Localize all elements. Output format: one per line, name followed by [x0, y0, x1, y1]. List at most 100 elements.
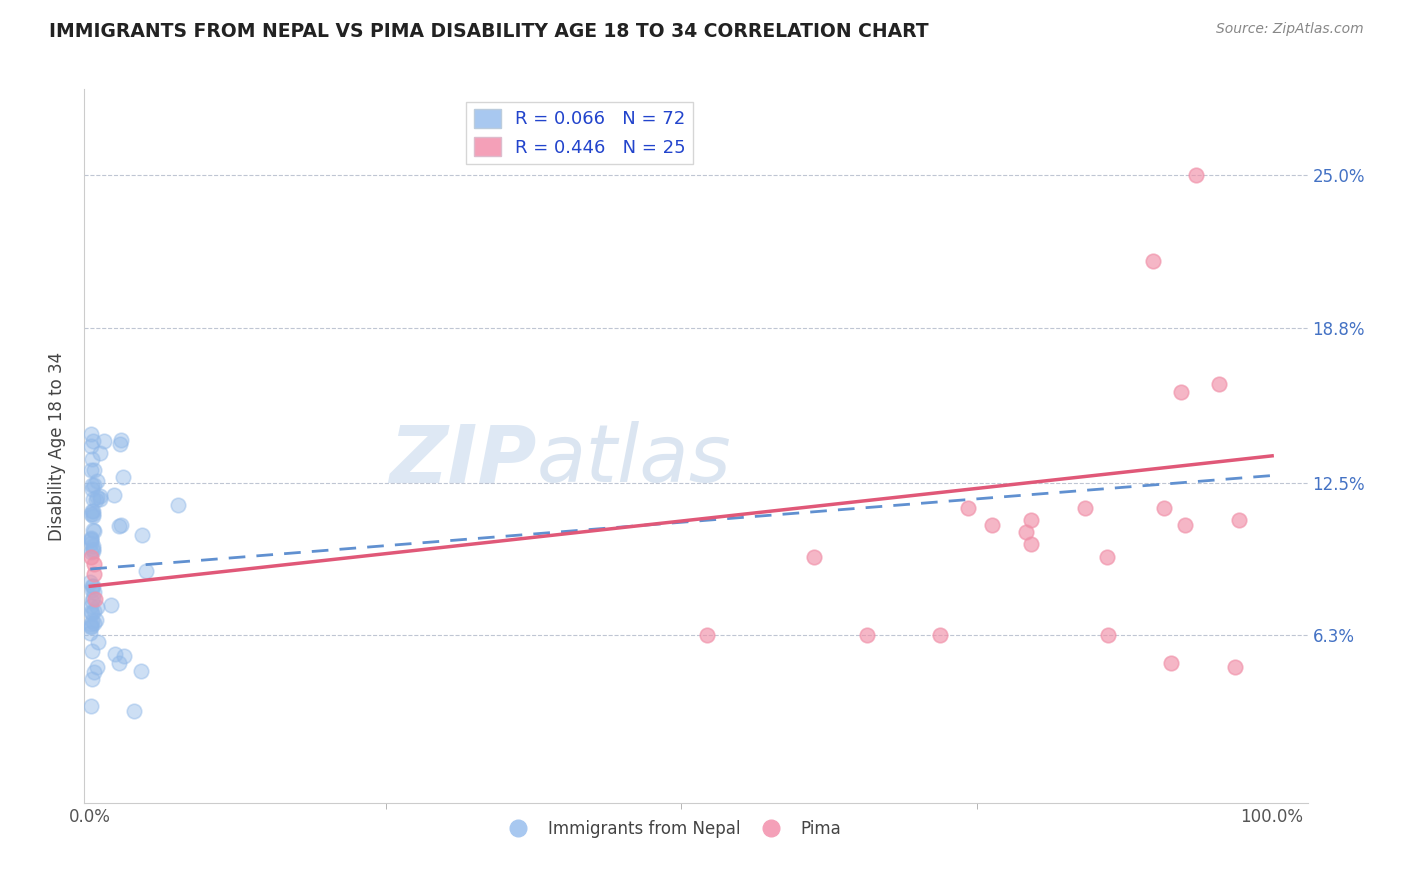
Point — [856, 628, 879, 642]
Point — [80, 594, 103, 608]
Point — [80, 451, 103, 466]
Point — [82, 508, 104, 522]
Point — [82, 542, 104, 557]
Point — [82, 672, 104, 686]
Point — [82, 614, 104, 628]
Point — [80, 478, 103, 492]
Point — [82, 523, 104, 537]
Point — [79, 626, 101, 640]
Point — [1015, 525, 1038, 540]
Point — [110, 433, 132, 447]
Point — [122, 704, 145, 718]
Text: Source: ZipAtlas.com: Source: ZipAtlas.com — [1216, 22, 1364, 37]
Point — [80, 545, 103, 559]
Point — [1019, 537, 1042, 551]
Point — [108, 436, 131, 450]
Point — [79, 532, 101, 546]
Point — [86, 613, 108, 627]
Point — [82, 508, 104, 523]
Point — [83, 557, 105, 571]
Point — [135, 565, 157, 579]
Point — [103, 488, 125, 502]
Point — [80, 507, 103, 521]
Point — [87, 635, 110, 649]
Point — [93, 434, 115, 449]
Point — [89, 489, 111, 503]
Point — [928, 628, 950, 642]
Point — [110, 518, 132, 533]
Point — [80, 698, 103, 713]
Point — [80, 617, 103, 632]
Point — [83, 566, 105, 581]
Point — [79, 574, 101, 589]
Point — [104, 647, 127, 661]
Point — [83, 615, 105, 630]
Point — [82, 492, 104, 507]
Point — [1174, 517, 1197, 532]
Point — [80, 533, 103, 548]
Point — [80, 607, 103, 621]
Point — [83, 524, 105, 538]
Point — [80, 427, 103, 442]
Point — [82, 644, 104, 658]
Point — [89, 491, 111, 506]
Point — [80, 439, 103, 453]
Point — [80, 620, 103, 634]
Point — [83, 478, 105, 492]
Point — [980, 517, 1002, 532]
Point — [166, 498, 188, 512]
Point — [82, 482, 104, 496]
Point — [86, 660, 108, 674]
Point — [1227, 513, 1250, 527]
Point — [1223, 660, 1246, 674]
Point — [83, 604, 105, 618]
Point — [83, 591, 105, 606]
Point — [86, 490, 108, 504]
Point — [1074, 500, 1097, 515]
Point — [80, 463, 103, 477]
Point — [80, 549, 103, 564]
Point — [83, 463, 105, 477]
Text: ZIP: ZIP — [389, 421, 537, 500]
Point — [131, 528, 153, 542]
Point — [86, 474, 108, 488]
Point — [1019, 513, 1042, 527]
Point — [100, 598, 122, 612]
Point — [1153, 500, 1175, 515]
Point — [82, 580, 104, 594]
Point — [82, 504, 104, 518]
Point — [84, 493, 107, 508]
Point — [111, 469, 134, 483]
Point — [108, 656, 131, 670]
Point — [696, 628, 718, 642]
Point — [129, 665, 152, 679]
Point — [89, 445, 111, 459]
Text: IMMIGRANTS FROM NEPAL VS PIMA DISABILITY AGE 18 TO 34 CORRELATION CHART: IMMIGRANTS FROM NEPAL VS PIMA DISABILITY… — [49, 22, 929, 41]
Point — [82, 591, 104, 606]
Point — [80, 583, 103, 598]
Point — [80, 606, 103, 620]
Legend: Immigrants from Nepal, Pima: Immigrants from Nepal, Pima — [495, 814, 848, 845]
Point — [79, 535, 101, 549]
Point — [82, 579, 104, 593]
Point — [80, 599, 103, 613]
Point — [803, 549, 825, 564]
Point — [82, 504, 104, 518]
Text: atlas: atlas — [537, 421, 731, 500]
Point — [86, 600, 108, 615]
Point — [82, 434, 104, 449]
Point — [1097, 549, 1119, 564]
Point — [1184, 169, 1206, 183]
Point — [1097, 628, 1119, 642]
Point — [82, 543, 104, 558]
Point — [82, 540, 104, 554]
Point — [80, 531, 103, 545]
Point — [83, 665, 105, 679]
Point — [108, 518, 131, 533]
Point — [112, 648, 135, 663]
Y-axis label: Disability Age 18 to 34: Disability Age 18 to 34 — [48, 351, 66, 541]
Point — [957, 500, 980, 515]
Point — [83, 585, 105, 599]
Point — [1160, 656, 1182, 670]
Point — [1142, 254, 1164, 268]
